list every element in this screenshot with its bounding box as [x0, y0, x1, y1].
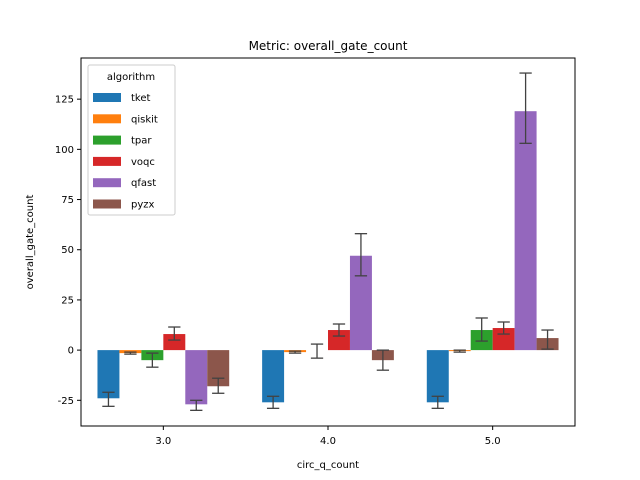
legend-label-tket: tket	[131, 93, 151, 104]
error-bar-tket-4.0	[266, 395, 280, 409]
error-bar-qfast-4.0	[354, 233, 368, 277]
error-bar-pyzx-3.0	[212, 377, 225, 394]
error-bar-qiskit-3.0	[124, 351, 137, 355]
error-bar-tpar-5.0	[475, 317, 488, 342]
legend-label-pyzx: pyzx	[131, 200, 155, 211]
bar-qfast-5.0	[514, 111, 537, 351]
legend-title: algorithm	[107, 72, 155, 83]
legend-swatch-tket	[93, 93, 121, 102]
legend-swatch-tpar	[93, 135, 121, 145]
y-tick-label--25: -25	[58, 396, 74, 407]
error-bar-qfast-5.0	[519, 72, 532, 144]
y-tick-label-50: 50	[61, 245, 74, 256]
chart-title: Metric: overall_gate_count	[249, 39, 408, 53]
y-axis: -25 0 25 50 75 100 125	[55, 95, 81, 407]
error-bar-qfast-3.0	[190, 399, 203, 411]
error-bar-tpar-3.0	[146, 352, 159, 368]
bar-pyzx-3.0	[207, 350, 230, 387]
legend-swatch-voqc	[93, 156, 121, 166]
y-tick-label-100: 100	[55, 145, 74, 156]
bar-tket-3.0	[97, 350, 120, 399]
x-axis: 3.0 4.0 5.0	[155, 426, 501, 447]
legend-label-qiskit: qiskit	[131, 114, 158, 125]
bar-qfast-4.0	[349, 255, 372, 351]
error-bar-pyzx-5.0	[541, 329, 554, 350]
error-bar-tket-5.0	[431, 395, 444, 409]
y-tick-label-0: 0	[68, 346, 74, 357]
legend-label-voqc: voqc	[131, 157, 155, 168]
error-bar-tpar-4.0	[310, 343, 324, 359]
error-bar-pyzx-4.0	[376, 349, 390, 371]
error-bar-tket-3.0	[102, 391, 115, 407]
error-bar-voqc-3.0	[168, 326, 181, 341]
legend-swatch-qiskit	[93, 114, 121, 124]
legend: algorithm tket qiskit tpar voqc qfast pyzx	[87, 64, 176, 216]
y-tick-label-25: 25	[61, 295, 74, 306]
x-tick-label-3.0: 3.0	[155, 436, 171, 447]
bar-tket-4.0	[262, 350, 285, 403]
bar-voqc-3.0	[163, 334, 186, 351]
bar-tket-5.0	[426, 350, 449, 403]
bar-qfast-3.0	[185, 350, 208, 405]
error-bar-qiskit-5.0	[453, 349, 466, 353]
legend-items: tket qiskit tpar voqc qfast pyzx	[93, 93, 158, 211]
legend-label-qfast: qfast	[131, 178, 156, 189]
legend-swatch-qfast	[93, 178, 121, 188]
error-bar-voqc-5.0	[497, 321, 510, 335]
legend-swatch-pyzx	[93, 199, 121, 209]
x-tick-label-5.0: 5.0	[485, 436, 501, 447]
error-bars-group	[102, 72, 554, 411]
x-axis-label: circ_q_count	[297, 460, 359, 471]
bar-voqc-4.0	[328, 330, 350, 351]
y-tick-label-75: 75	[61, 195, 74, 206]
legend-label-tpar: tpar	[131, 136, 152, 147]
error-bar-qiskit-4.0	[288, 350, 302, 354]
y-tick-label-125: 125	[55, 95, 74, 106]
x-tick-label-4.0: 4.0	[320, 436, 336, 447]
error-bar-voqc-4.0	[332, 323, 346, 337]
legend-box	[87, 64, 176, 216]
y-axis-label: overall_gate_count	[25, 195, 36, 290]
